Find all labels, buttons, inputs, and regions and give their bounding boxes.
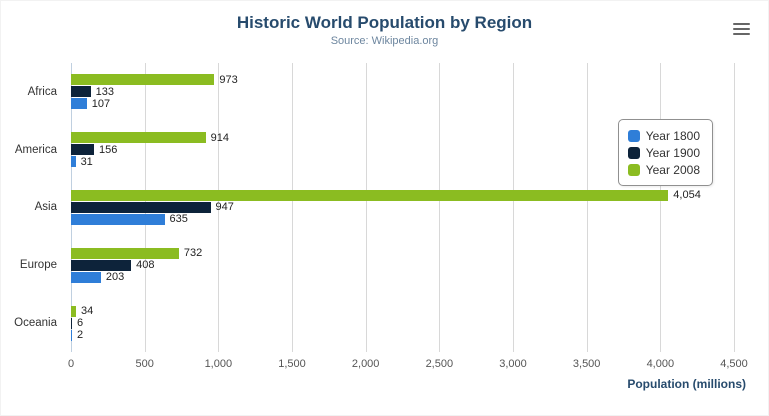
category-label: Asia bbox=[34, 201, 57, 214]
category-row: 4,054 947 635 bbox=[71, 179, 734, 237]
gridline bbox=[513, 63, 514, 352]
legend-swatch-year-1800 bbox=[627, 129, 640, 142]
x-axis-ticks: 0 500 1,000 1,500 2,000 2,500 3,000 3,500 4,000 4… bbox=[67, 358, 748, 372]
category-row: 34 6 2 bbox=[71, 294, 734, 352]
bar-value-label: 408 bbox=[136, 259, 155, 272]
x-axis-title: Population (millions) bbox=[627, 377, 746, 391]
category-row: 732 408 203 bbox=[71, 236, 734, 294]
bar-line: 31 bbox=[71, 156, 734, 168]
bar-line: 4,054 bbox=[71, 189, 734, 201]
gridline bbox=[365, 63, 367, 352]
bar-value-label: 203 bbox=[105, 271, 125, 284]
chart-title: Historic World Population by Region bbox=[236, 13, 533, 32]
hamburger-menu-icon[interactable] bbox=[733, 23, 750, 35]
bar-line: 34 bbox=[71, 305, 734, 317]
y-axis-labels: Africa America Asia Europe Oceania bbox=[1, 63, 65, 352]
bar[interactable] bbox=[71, 132, 206, 144]
legend-label: Year 1800 bbox=[645, 128, 700, 143]
category-label: Europe bbox=[19, 259, 57, 272]
bar-line: 732 bbox=[71, 247, 734, 259]
bar-rows: 973 133 107 914 156 31 4,054 947 635 732 408 203 34 6… bbox=[71, 63, 734, 352]
category-row: 914 156 31 bbox=[71, 121, 734, 179]
x-tick-label: 3,500 bbox=[572, 358, 601, 370]
legend: Year 1800 Year 1900 Year 2008 bbox=[617, 119, 713, 186]
bar[interactable] bbox=[71, 317, 72, 329]
bar[interactable] bbox=[71, 271, 101, 283]
x-tick-label: 2,500 bbox=[425, 358, 454, 370]
bar-line: 635 bbox=[71, 213, 734, 225]
bar[interactable] bbox=[71, 98, 87, 110]
bar-value-label: 2 bbox=[77, 329, 84, 342]
x-tick-label: 2,000 bbox=[351, 358, 380, 370]
gridline bbox=[660, 63, 662, 352]
x-tick-label: 1,500 bbox=[278, 358, 306, 370]
legend-swatch-year-1900 bbox=[627, 146, 640, 159]
bar-line: 156 bbox=[71, 144, 734, 156]
category-label: Africa bbox=[27, 85, 57, 98]
gridline bbox=[439, 63, 441, 352]
bar-line: 947 bbox=[71, 201, 734, 213]
gridline bbox=[292, 63, 293, 352]
bar[interactable] bbox=[71, 305, 76, 317]
category-label: America bbox=[14, 143, 57, 156]
bar[interactable] bbox=[71, 86, 91, 98]
bar-value-label: 947 bbox=[215, 201, 234, 214]
bar-value-label: 635 bbox=[169, 213, 188, 226]
bar[interactable] bbox=[71, 74, 215, 86]
bar-line: 107 bbox=[71, 98, 734, 110]
bar-line: 914 bbox=[71, 132, 734, 144]
bar-line: 408 bbox=[71, 259, 734, 271]
bar-value-label: 133 bbox=[95, 85, 114, 98]
bar-value-label: 4,054 bbox=[673, 189, 701, 202]
bar-line: 973 bbox=[71, 74, 734, 86]
x-tick-label: 0 bbox=[67, 358, 75, 370]
bar[interactable] bbox=[71, 144, 94, 156]
bar[interactable] bbox=[71, 329, 72, 341]
gridline bbox=[734, 63, 735, 352]
bar-value-label: 732 bbox=[183, 247, 203, 260]
bar-value-label: 34 bbox=[81, 305, 94, 318]
bar[interactable] bbox=[71, 247, 179, 259]
bar-line: 6 bbox=[71, 317, 734, 329]
legend-item-year-2008[interactable]: Year 2008 bbox=[627, 161, 700, 178]
legend-item-year-1800[interactable]: Year 1800 bbox=[627, 127, 700, 144]
bar-line: 203 bbox=[71, 271, 734, 283]
bar[interactable] bbox=[71, 201, 211, 213]
gridline bbox=[218, 63, 220, 352]
x-tick-label: 500 bbox=[135, 358, 154, 370]
bar-value-label: 107 bbox=[91, 97, 111, 110]
chart-subtitle: Source: Wikipedia.org bbox=[330, 35, 439, 47]
gridline bbox=[586, 63, 588, 352]
x-tick-label: 4,000 bbox=[646, 358, 675, 370]
bar-value-label: 156 bbox=[98, 143, 118, 156]
bar[interactable] bbox=[71, 156, 76, 168]
bar-line: 2 bbox=[71, 329, 734, 341]
bar-value-label: 914 bbox=[210, 131, 230, 144]
legend-label: Year 2008 bbox=[645, 162, 700, 177]
x-tick-label: 4,500 bbox=[720, 358, 748, 370]
plot-area: 973 133 107 914 156 31 4,054 947 635 732 408 203 34 6… bbox=[71, 63, 735, 352]
category-row: 973 133 107 bbox=[71, 63, 734, 121]
legend-swatch-year-2008 bbox=[627, 163, 640, 176]
legend-label: Year 1900 bbox=[645, 145, 700, 160]
x-tick-label: 3,000 bbox=[499, 358, 527, 370]
bar-value-label: 31 bbox=[80, 155, 93, 168]
bar-value-label: 973 bbox=[219, 73, 238, 86]
category-label: Oceania bbox=[14, 317, 57, 330]
bar-line: 133 bbox=[71, 86, 734, 98]
x-tick-label: 1,000 bbox=[204, 358, 233, 370]
bar[interactable] bbox=[71, 213, 165, 225]
legend-item-year-1900[interactable]: Year 1900 bbox=[627, 144, 700, 161]
bar[interactable] bbox=[71, 189, 669, 201]
bar[interactable] bbox=[71, 259, 132, 271]
bar-value-label: 6 bbox=[77, 317, 84, 330]
